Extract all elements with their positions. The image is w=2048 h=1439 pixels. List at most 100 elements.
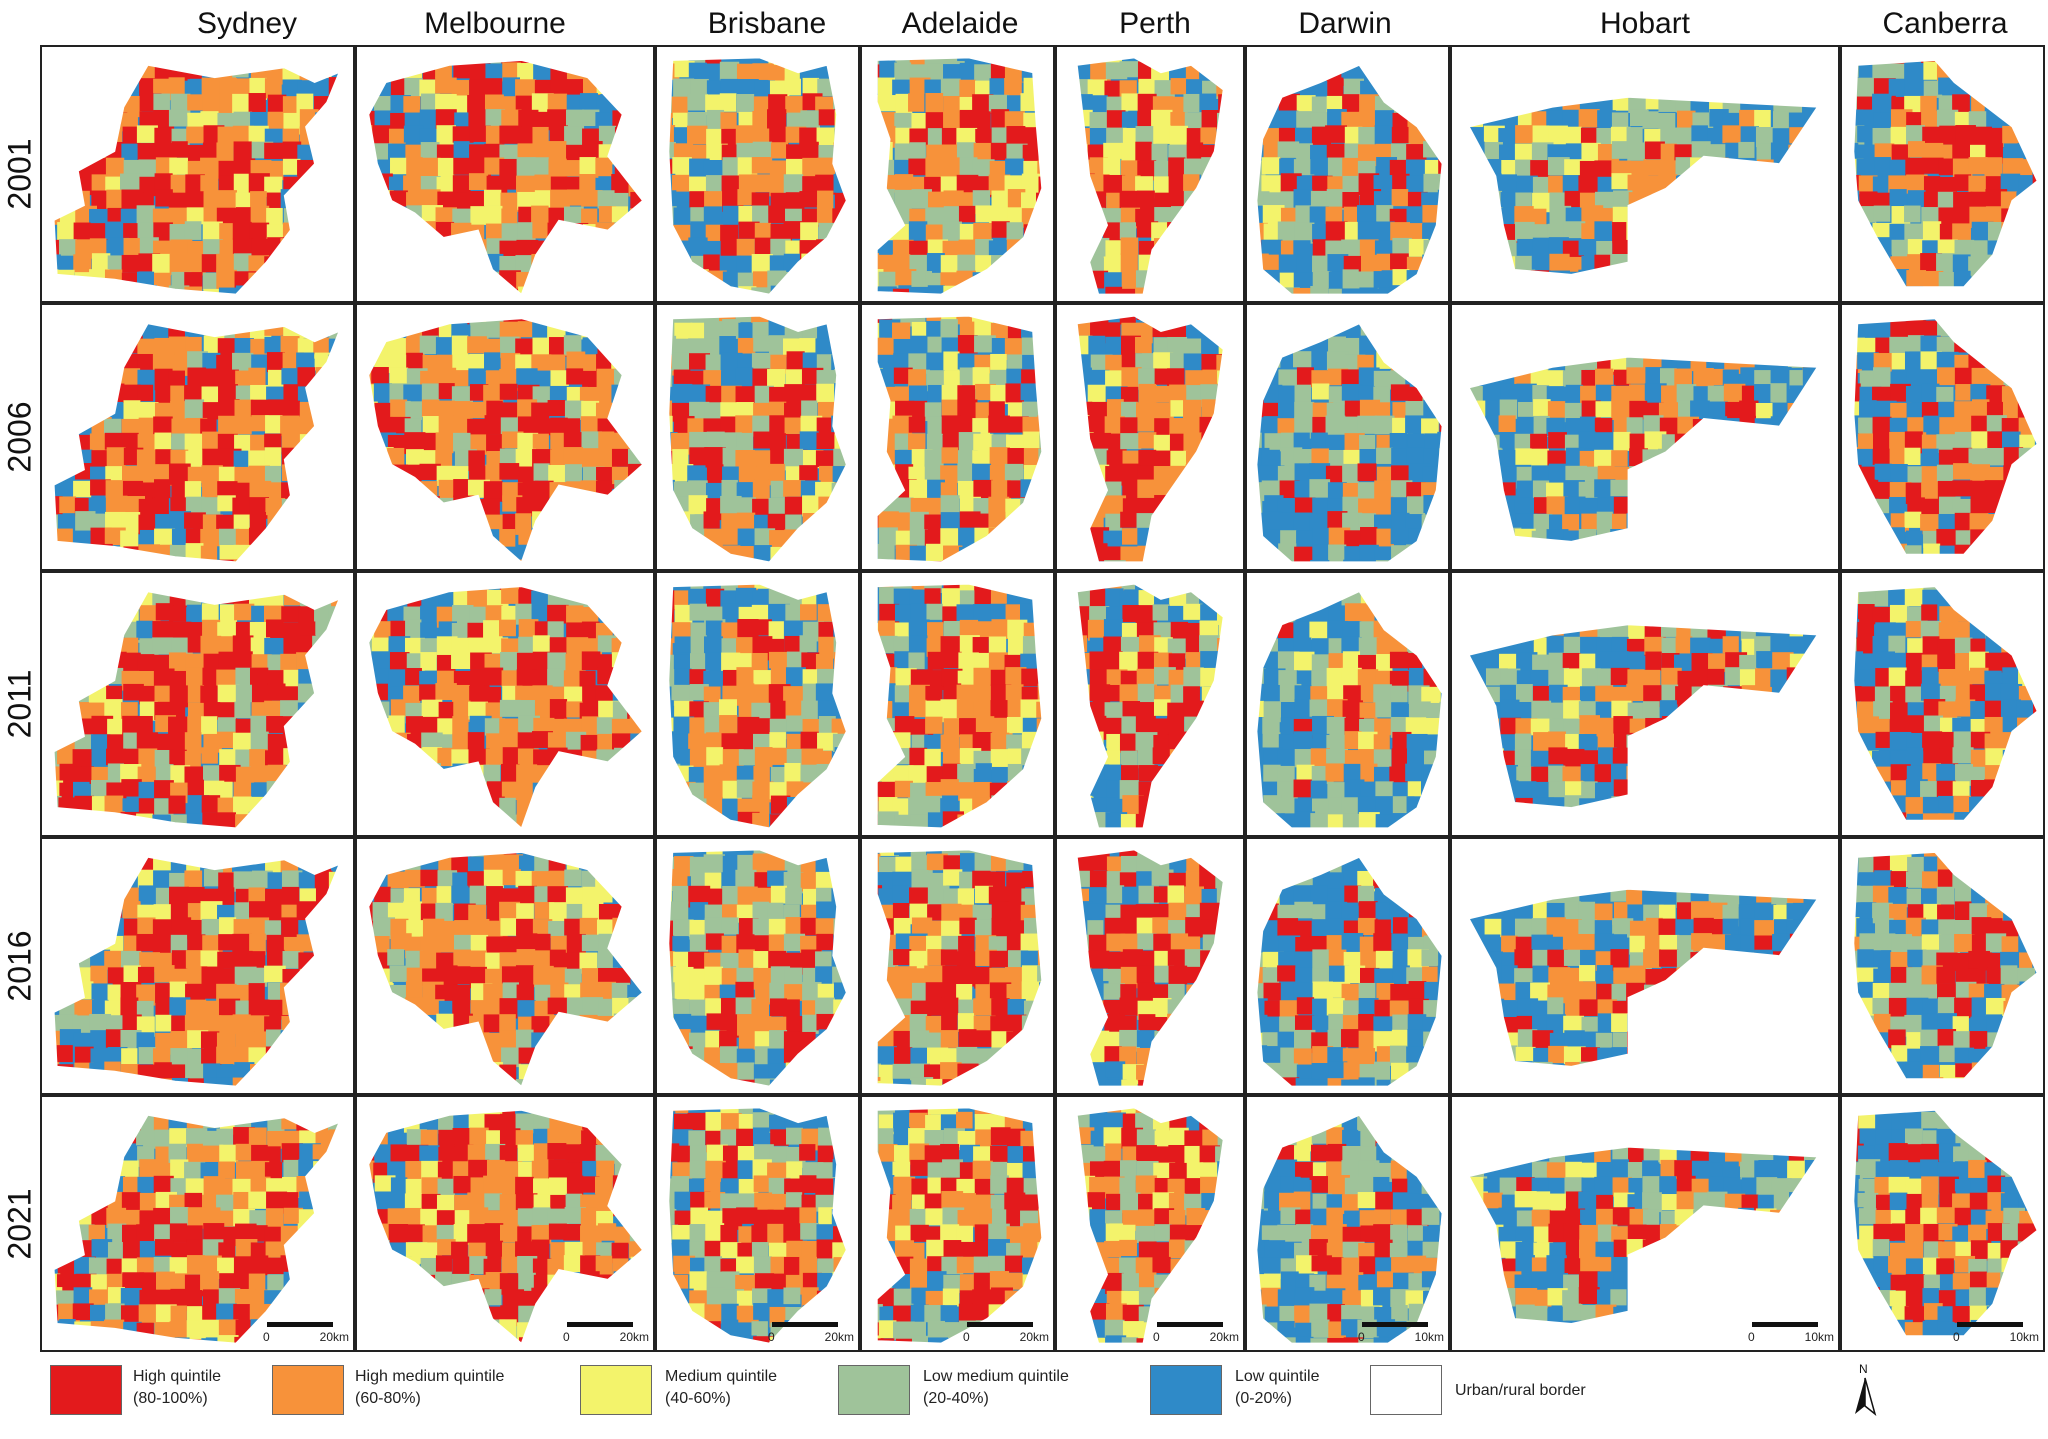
column-header-adelaide: Adelaide xyxy=(901,7,1019,40)
map-hobart-2021 xyxy=(1468,1146,1819,1325)
row-header-y2016: 2016 xyxy=(0,837,40,1095)
map-panel-darwin-2016 xyxy=(1245,837,1450,1095)
map-panel-perth-2001 xyxy=(1055,45,1245,303)
map-outline xyxy=(1853,318,2038,555)
map-hobart-2001 xyxy=(1468,96,1819,275)
map-panel-adelaide-2011 xyxy=(860,571,1055,837)
legend-high-title: High quintile xyxy=(133,1368,222,1385)
scale-bar-end: 20km xyxy=(1209,1330,1239,1344)
map-regions xyxy=(1256,857,1443,1087)
map-outline xyxy=(876,849,1043,1087)
scale-bar-line xyxy=(1362,1322,1428,1327)
map-sydney-2021 xyxy=(53,1114,340,1344)
map-regions xyxy=(668,1107,847,1344)
map-melbourne-2011 xyxy=(368,586,644,829)
map-regions xyxy=(1853,60,2038,287)
map-panel-melbourne-2011 xyxy=(355,571,655,837)
scale-bar-line xyxy=(772,1322,838,1327)
map-regions xyxy=(368,852,643,1087)
map-sydney-2016 xyxy=(53,856,340,1087)
row-header-y2001: 2001 xyxy=(0,45,40,303)
north-label: N xyxy=(1859,1362,1868,1376)
map-outline xyxy=(1468,96,1819,275)
scale-bar-start: 0 xyxy=(1153,1330,1160,1344)
scale-bar-end: 10km xyxy=(1414,1330,1444,1344)
map-outline xyxy=(1468,888,1819,1067)
scale-bar-end: 20km xyxy=(619,1330,649,1344)
scale-bar-hobart: 0 10km xyxy=(1746,1316,1834,1346)
map-outline xyxy=(368,586,644,829)
legend-high-range: (80-100%) xyxy=(133,1390,208,1407)
map-panel-melbourne-2006 xyxy=(355,303,655,571)
legend-urban-rural-title: Urban/rural border xyxy=(1455,1382,1586,1399)
scale-bar-end: 20km xyxy=(824,1330,854,1344)
map-panel-perth-2011 xyxy=(1055,571,1245,837)
map-regions xyxy=(668,57,847,295)
map-darwin-2016 xyxy=(1256,856,1443,1087)
map-regions xyxy=(1256,1115,1443,1344)
map-outline xyxy=(668,583,847,829)
map-regions xyxy=(1256,323,1443,562)
row-header-y2011: 2011 xyxy=(0,571,40,837)
map-regions xyxy=(1853,1110,2038,1336)
map-hobart-2006 xyxy=(1468,356,1818,542)
row-header-y2006: 2006 xyxy=(0,303,40,571)
legend-label-low: Low quintile (0-20%) xyxy=(1235,1366,1320,1410)
map-panel-hobart-2016 xyxy=(1450,837,1840,1095)
map-panel-melbourne-2016 xyxy=(355,837,655,1095)
legend-swatch-urban-rural xyxy=(1370,1365,1442,1415)
map-outline xyxy=(1256,856,1443,1087)
row-label-y2021: 2021 xyxy=(1,1187,38,1260)
map-regions xyxy=(1853,586,2038,821)
map-outline xyxy=(668,1107,847,1344)
map-panel-brisbane-2011 xyxy=(655,571,860,837)
map-perth-2006 xyxy=(1076,315,1224,563)
row-label-y2006: 2006 xyxy=(1,401,38,473)
map-panel-perth-2006 xyxy=(1055,303,1245,571)
scale-bar-line xyxy=(1157,1322,1223,1327)
map-regions xyxy=(368,60,643,295)
map-regions xyxy=(1469,97,1818,275)
map-regions xyxy=(1853,852,2038,1079)
legend-label-medium: Medium quintile (40-60%) xyxy=(665,1366,777,1410)
map-panel-canberra-2006 xyxy=(1840,303,2045,571)
map-panel-perth-2016 xyxy=(1055,837,1245,1095)
map-brisbane-2011 xyxy=(668,583,847,829)
map-brisbane-2006 xyxy=(668,315,847,563)
map-outline xyxy=(1256,323,1443,563)
map-panel-brisbane-2001 xyxy=(655,45,860,303)
scale-bar-canberra: 0 10km xyxy=(1951,1316,2039,1346)
map-hobart-2011 xyxy=(1468,624,1818,809)
map-panel-canberra-2021: 0 10km xyxy=(1840,1095,2045,1352)
map-outline xyxy=(368,1109,644,1344)
map-outline xyxy=(876,315,1043,563)
scale-bar-adelaide: 0 20km xyxy=(961,1316,1049,1346)
map-outline xyxy=(1076,57,1224,295)
map-panel-sydney-2011 xyxy=(40,571,355,837)
map-panel-adelaide-2016 xyxy=(860,837,1055,1095)
map-regions xyxy=(877,1107,1042,1344)
map-adelaide-2021 xyxy=(876,1107,1043,1344)
scale-bar-start: 0 xyxy=(768,1330,775,1344)
legend-label-low-medium: Low medium quintile (20-40%) xyxy=(923,1366,1069,1410)
scale-bar-sydney: 0 20km xyxy=(261,1316,349,1346)
map-outline xyxy=(876,583,1043,829)
map-panel-canberra-2011 xyxy=(1840,571,2045,837)
map-canberra-2001 xyxy=(1853,59,2038,288)
row-label-y2001: 2001 xyxy=(1,138,38,210)
scale-bar-line xyxy=(1752,1322,1818,1327)
map-panel-darwin-2011 xyxy=(1245,571,1450,837)
map-outline xyxy=(1256,591,1443,829)
column-header-canberra: Canberra xyxy=(1882,7,2008,40)
row-header-y2021: 2021 xyxy=(0,1095,40,1352)
map-outline xyxy=(368,318,644,563)
legend-low-title: Low quintile xyxy=(1235,1368,1320,1385)
legend-high-medium-range: (60-80%) xyxy=(355,1390,421,1407)
map-regions xyxy=(1469,357,1818,542)
map-regions xyxy=(668,584,847,828)
map-sydney-2011 xyxy=(53,591,340,829)
map-adelaide-2011 xyxy=(876,583,1043,829)
map-outline xyxy=(1076,583,1224,829)
legend-swatch-medium xyxy=(580,1365,652,1415)
